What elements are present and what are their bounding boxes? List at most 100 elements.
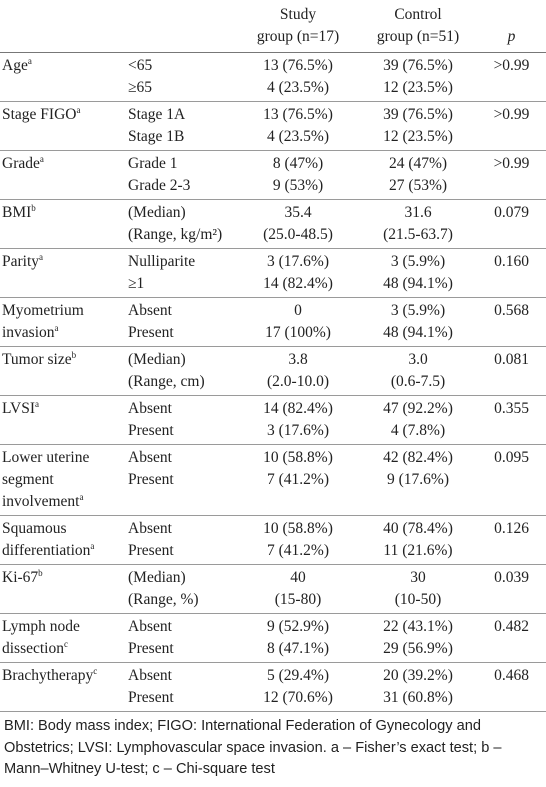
study-group-cell: 14 (82.4%) 3 (17.6%) (237, 395, 359, 445)
control-value: 11 (21.6%) (383, 542, 453, 559)
study-group-cell: 9 (52.9%) 8 (47.1%) (237, 613, 359, 663)
variable-name-line: LVSIa (2, 398, 124, 420)
p-value: >0.99 (493, 57, 530, 74)
control-group-cell: 39 (76.5%) 12 (23.5%) (359, 52, 477, 102)
variable-name: segment (2, 471, 54, 488)
category-label: Absent (128, 400, 172, 417)
study-value: 9 (52.9%) (267, 618, 329, 635)
control-group-cell: 47 (92.2%) 4 (7.8%) (359, 395, 477, 445)
p-value-cell: 0.482 (477, 613, 546, 663)
test-superscript: a (35, 398, 40, 409)
variable-name-line: Stage FIGOa (2, 104, 124, 126)
category-label: ≥1 (128, 275, 145, 292)
table-row: Agea <65 ≥65 13 (76.5%) 4 (23.5%) 39 (76.5%) 1… (0, 52, 546, 102)
category-label: Stage 1B (128, 128, 185, 145)
control-value: 31.6 (404, 204, 432, 221)
table-row: Paritya Nulliparite ≥1 3 (17.6%) 14 (82.4%) 3… (0, 248, 546, 298)
p-value-cell: 0.355 (477, 395, 546, 445)
p-value-cell: 0.039 (477, 564, 546, 614)
p-value-cell: 0.468 (477, 662, 546, 712)
variable-cell: Stage FIGOa (0, 101, 126, 151)
study-value: 7 (41.2%) (267, 471, 329, 488)
study-group-cell: 0 17 (100%) (237, 297, 359, 347)
category-label: <65 (128, 57, 153, 74)
study-value: 17 (100%) (265, 324, 331, 341)
control-value: 27 (53%) (388, 177, 448, 194)
test-superscript: a (54, 322, 59, 333)
header-control-group: Control group (n=51) (359, 0, 477, 53)
variable-name: Stage FIGO (2, 106, 77, 123)
p-value: >0.99 (493, 155, 530, 172)
study-value: 7 (41.2%) (267, 542, 329, 559)
test-superscript: b (38, 567, 43, 578)
study-value: (2.0-10.0) (267, 373, 329, 390)
header-control-line-2: group (n=51) (376, 28, 460, 45)
variable-name-line: involvementa (2, 491, 124, 513)
study-value: 14 (82.4%) (263, 400, 333, 417)
category-label: (Range, cm) (128, 373, 205, 390)
category-label: Present (128, 422, 174, 439)
category-cell: (Median) (Range, %) (126, 564, 237, 614)
variable-name: differentiation (2, 542, 91, 559)
study-value: 35.4 (284, 204, 312, 221)
study-value: 13 (76.5%) (263, 57, 333, 74)
table-row: LVSIa Absent Present 14 (82.4%) 3 (17.6%) 47 … (0, 395, 546, 445)
control-value: 22 (43.1%) (383, 618, 453, 635)
category-label: Absent (128, 302, 172, 319)
control-group-cell: 42 (82.4%) 9 (17.6%) (359, 444, 477, 516)
study-group-cell: 10 (58.8%) 7 (41.2%) (237, 444, 359, 516)
control-value: 48 (94.1%) (383, 275, 453, 292)
header-study-line-1: Study (279, 6, 317, 23)
control-value: 40 (78.4%) (383, 520, 453, 537)
category-label: Absent (128, 449, 172, 466)
table-header: Study group (n=17) Control group (n=51) … (0, 0, 546, 53)
control-group-cell: 3 (5.9%) 48 (94.1%) (359, 248, 477, 298)
variable-cell: Paritya (0, 248, 126, 298)
control-value: 3.0 (408, 351, 428, 368)
p-value: 0.568 (494, 302, 529, 319)
variable-name: BMI (2, 204, 32, 221)
variable-name: dissection (2, 640, 64, 657)
control-group-cell: 40 (78.4%) 11 (21.6%) (359, 515, 477, 565)
control-value: 30 (410, 569, 426, 586)
table-row: BMIb (Median) (Range, kg/m²) 35.4 (25.0-48.5… (0, 199, 546, 249)
category-label: Absent (128, 667, 172, 684)
category-label: Stage 1A (128, 106, 186, 123)
control-group-cell: 20 (39.2%) 31 (60.8%) (359, 662, 477, 712)
category-label: (Median) (128, 351, 186, 368)
table-row: Lymph node dissectionc Absent Present 9 (52.… (0, 613, 546, 663)
table-row: Brachytherapyc Absent Present 5 (29.4%) 12 (… (0, 662, 546, 712)
p-value: 0.468 (494, 667, 529, 684)
test-superscript: c (64, 638, 68, 649)
category-label: Nulliparite (128, 253, 196, 270)
p-value: 0.081 (494, 351, 529, 368)
variable-cell: Gradea (0, 150, 126, 200)
study-value: (15-80) (274, 591, 322, 608)
control-group-cell: 24 (47%) 27 (53%) (359, 150, 477, 200)
category-cell: Absent Present (126, 515, 237, 565)
comparison-table: Study group (n=17) Control group (n=51) … (0, 0, 546, 712)
category-label: Present (128, 542, 174, 559)
category-cell: Absent Present (126, 444, 237, 516)
control-value: (21.5-63.7) (383, 226, 453, 243)
study-value: 8 (47%) (272, 155, 324, 172)
control-value: 42 (82.4%) (383, 449, 453, 466)
variable-name: invasion (2, 324, 55, 341)
variable-name-line: Brachytherapyc (2, 665, 124, 687)
p-value-cell: 0.568 (477, 297, 546, 347)
variable-name: Lymph node (2, 618, 80, 635)
control-value: 39 (76.5%) (383, 106, 453, 123)
study-group-cell: 35.4 (25.0-48.5) (237, 199, 359, 249)
study-value: 5 (29.4%) (267, 667, 329, 684)
variable-name-line: invasiona (2, 322, 124, 344)
variable-name: Ki-67 (2, 569, 39, 586)
p-value-cell: 0.126 (477, 515, 546, 565)
table-row: Ki-67b (Median) (Range, %) 40 (15-80) 30 (10-5… (0, 564, 546, 614)
variable-cell: LVSIa (0, 395, 126, 445)
control-value: 12 (23.5%) (383, 128, 453, 145)
variable-name: Parity (2, 253, 40, 270)
header-p-value: p (477, 0, 546, 53)
test-superscript: b (71, 349, 77, 360)
test-superscript: a (90, 540, 95, 551)
variable-name: Grade (2, 155, 40, 172)
